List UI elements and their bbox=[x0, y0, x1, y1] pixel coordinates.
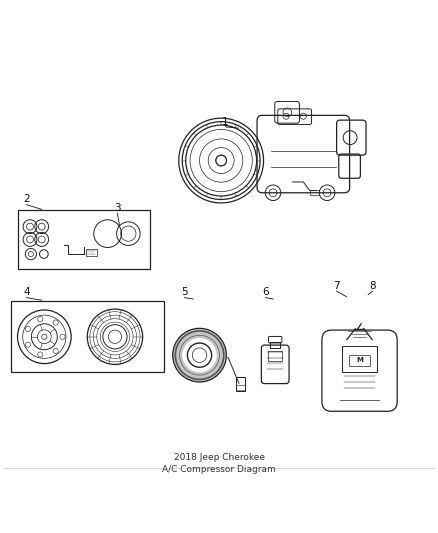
Bar bbox=[236, 377, 245, 391]
Text: 5: 5 bbox=[181, 287, 188, 297]
Bar bbox=[342, 346, 377, 372]
Text: 7: 7 bbox=[333, 281, 340, 291]
Text: 3: 3 bbox=[114, 203, 121, 213]
Circle shape bbox=[187, 343, 212, 367]
Bar bbox=[270, 342, 280, 348]
Bar bbox=[11, 301, 164, 373]
Bar bbox=[310, 190, 319, 195]
Text: 2018 Jeep Cherokee
A/C Compressor Diagram: 2018 Jeep Cherokee A/C Compressor Diagra… bbox=[162, 453, 276, 474]
Text: M: M bbox=[356, 358, 363, 364]
Text: 2: 2 bbox=[23, 195, 30, 205]
Bar bbox=[86, 249, 96, 256]
Text: 1: 1 bbox=[222, 117, 229, 127]
Bar bbox=[18, 211, 150, 269]
Text: 6: 6 bbox=[262, 287, 269, 297]
Text: 4: 4 bbox=[23, 287, 30, 297]
Bar bbox=[350, 355, 370, 366]
Text: 8: 8 bbox=[369, 281, 376, 291]
Bar bbox=[268, 351, 282, 361]
